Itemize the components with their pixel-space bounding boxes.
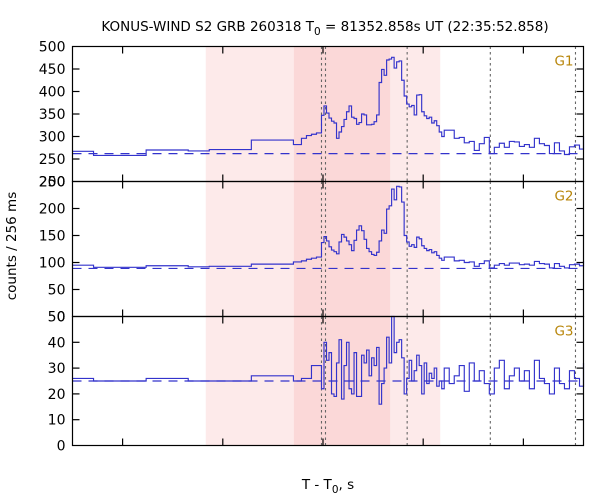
y-tick-label: 350 (39, 107, 66, 123)
y-tick-label: 50 (48, 283, 66, 299)
y-tick-label: 200 (39, 175, 66, 191)
y-tick-label: 50 (48, 310, 66, 326)
page-title: KONUS-WIND S2 GRB 260318 T0 = 81352.858s… (101, 19, 548, 38)
y-tick-label: 10 (48, 413, 66, 429)
y-tick-label: 0 (57, 439, 66, 455)
y-tick-label: 20 (48, 387, 66, 403)
y-tick-label: 100 (39, 256, 66, 272)
y-tick-label: 40 (48, 335, 66, 351)
y-tick-label: 300 (39, 130, 66, 146)
x-axis-label: T - T0, s (301, 477, 354, 496)
y-tick-label: 450 (39, 62, 66, 78)
y-tick-label: 250 (39, 175, 66, 191)
panel-label-g1: G1 (554, 54, 573, 70)
y-tick-label: 400 (39, 85, 66, 101)
y-tick-label: 500 (39, 40, 66, 56)
y-tick-label: 250 (39, 152, 66, 168)
y-tick-label: 30 (48, 361, 66, 377)
y-tick-label: 0 (57, 310, 66, 326)
y-tick-label: 150 (39, 229, 66, 245)
lightcurve-g2 (72, 185, 585, 269)
panel-label-g2: G2 (554, 189, 573, 205)
panel-frame-g3 (71, 315, 585, 447)
lightcurve-g1 (72, 56, 585, 156)
y-tick-label: 200 (39, 202, 66, 218)
lightcurve-g3 (72, 315, 585, 405)
y-axis-label: counts / 256 ms (4, 192, 20, 301)
panel-label-g3: G3 (554, 324, 573, 340)
